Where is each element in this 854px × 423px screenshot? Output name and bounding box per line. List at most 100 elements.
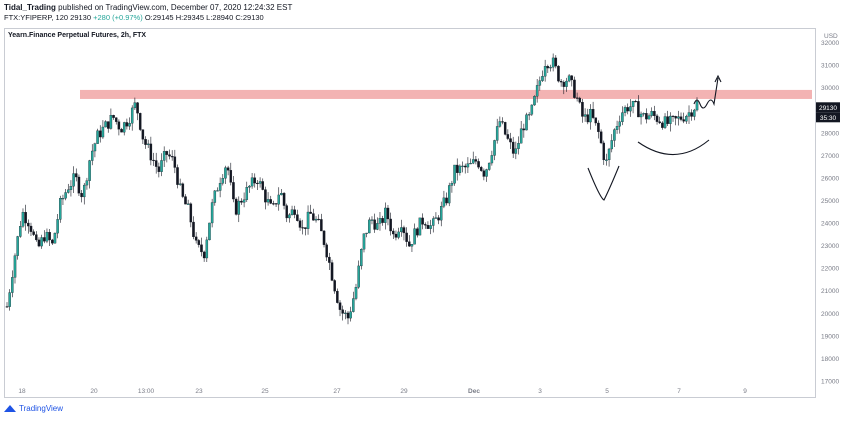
- x-tick-label: 5: [605, 388, 609, 395]
- candle-body: [655, 115, 659, 122]
- candle-body: [216, 190, 219, 192]
- candle-body: [634, 101, 637, 103]
- candle-body: [687, 112, 691, 117]
- candle-body: [85, 180, 89, 186]
- candle-body: [639, 113, 643, 118]
- candle-body: [248, 185, 251, 188]
- candle-body: [181, 183, 185, 197]
- ohlc-close: C:29130: [235, 13, 264, 22]
- breakout-arrow: [693, 77, 719, 109]
- candle-body: [80, 192, 83, 198]
- candle-body: [495, 126, 499, 141]
- candle-body: [194, 236, 198, 241]
- candle-body: [160, 160, 163, 172]
- candle-body: [578, 97, 582, 103]
- last-price-value: 29130: [70, 13, 92, 22]
- candle-body: [202, 251, 206, 259]
- candle-body: [162, 151, 166, 161]
- candle-body: [173, 156, 177, 168]
- candle-body: [565, 80, 568, 87]
- candle-body: [637, 101, 640, 118]
- chart-title: Yearn.Finance Perpetual Futures, 2h, FTX: [8, 32, 147, 39]
- candle-body: [589, 109, 592, 123]
- candle-body: [232, 182, 235, 200]
- candle-body: [352, 298, 355, 312]
- candle-body: [360, 249, 363, 267]
- candle-body: [389, 218, 392, 232]
- y-tick-label: 21000: [821, 288, 839, 295]
- tradingview-logo-icon: [4, 405, 16, 412]
- candle-body: [170, 156, 174, 158]
- candle-body: [695, 101, 699, 111]
- candle-body: [210, 202, 214, 224]
- publish-info: published on TradingView.com, December 0…: [58, 3, 293, 12]
- candle-body: [543, 66, 547, 77]
- candle-body: [527, 114, 531, 116]
- candle-body: [229, 170, 233, 183]
- candle-body: [498, 121, 502, 127]
- candle-body: [261, 181, 265, 190]
- candle-body: [149, 143, 153, 161]
- candle-body: [416, 228, 419, 236]
- candle-body: [272, 203, 275, 205]
- candle-body: [597, 122, 600, 132]
- candle-body: [165, 151, 169, 155]
- candle-body: [282, 193, 286, 206]
- countdown-tag: [816, 112, 840, 123]
- candle-body: [573, 79, 576, 98]
- candle-body: [559, 80, 563, 83]
- candle-body: [549, 67, 552, 69]
- y-tick-label: 25000: [821, 198, 839, 205]
- candle-body: [19, 226, 22, 237]
- candle-body: [397, 231, 400, 238]
- author-name[interactable]: Tidal_Trading: [4, 3, 56, 12]
- candle-body: [362, 233, 366, 250]
- price-change: +280 (+0.97%): [93, 13, 143, 22]
- x-tick-label: Dec: [468, 388, 480, 395]
- candle-body: [610, 140, 613, 150]
- candle-body: [128, 123, 131, 127]
- candle-body: [626, 107, 629, 112]
- candle-body: [413, 228, 416, 245]
- candle-body: [114, 117, 118, 122]
- candle-body: [511, 141, 515, 154]
- candle-body: [631, 101, 635, 107]
- candle-body: [258, 181, 262, 184]
- candle-body: [218, 183, 222, 191]
- candle-body: [461, 165, 464, 167]
- candle-body: [130, 107, 134, 124]
- candle-body: [586, 114, 590, 123]
- candle-body: [690, 112, 693, 117]
- candle-body: [381, 218, 384, 223]
- chart-frame: [4, 28, 816, 398]
- candle-body: [463, 165, 467, 168]
- candle-body: [226, 167, 230, 171]
- candle-body: [509, 138, 512, 143]
- candle-body: [501, 121, 504, 123]
- candle-body: [61, 198, 65, 200]
- candle-body: [677, 116, 680, 119]
- candle-body: [469, 163, 472, 165]
- candle-body: [51, 239, 54, 244]
- x-tick-label: 20: [90, 388, 98, 395]
- candle-body: [546, 66, 550, 69]
- candle-body: [669, 115, 672, 124]
- candle-body: [653, 111, 656, 117]
- candle-body: [671, 115, 675, 118]
- candle-body: [551, 57, 555, 68]
- candle-body: [59, 198, 62, 220]
- candle-body: [186, 203, 190, 205]
- x-tick-label: 9: [743, 388, 747, 395]
- candle-body: [583, 114, 587, 117]
- candle-body: [485, 169, 488, 177]
- y-tick-label: 17000: [821, 379, 839, 386]
- candle-body: [437, 217, 440, 221]
- y-tick-label: 30000: [821, 85, 839, 92]
- tradingview-logo[interactable]: TradingView: [4, 404, 63, 413]
- candle-body: [517, 143, 520, 149]
- candle-body: [658, 121, 661, 124]
- candle-body: [293, 209, 296, 215]
- candle-body: [67, 189, 70, 193]
- candle-body: [368, 219, 371, 234]
